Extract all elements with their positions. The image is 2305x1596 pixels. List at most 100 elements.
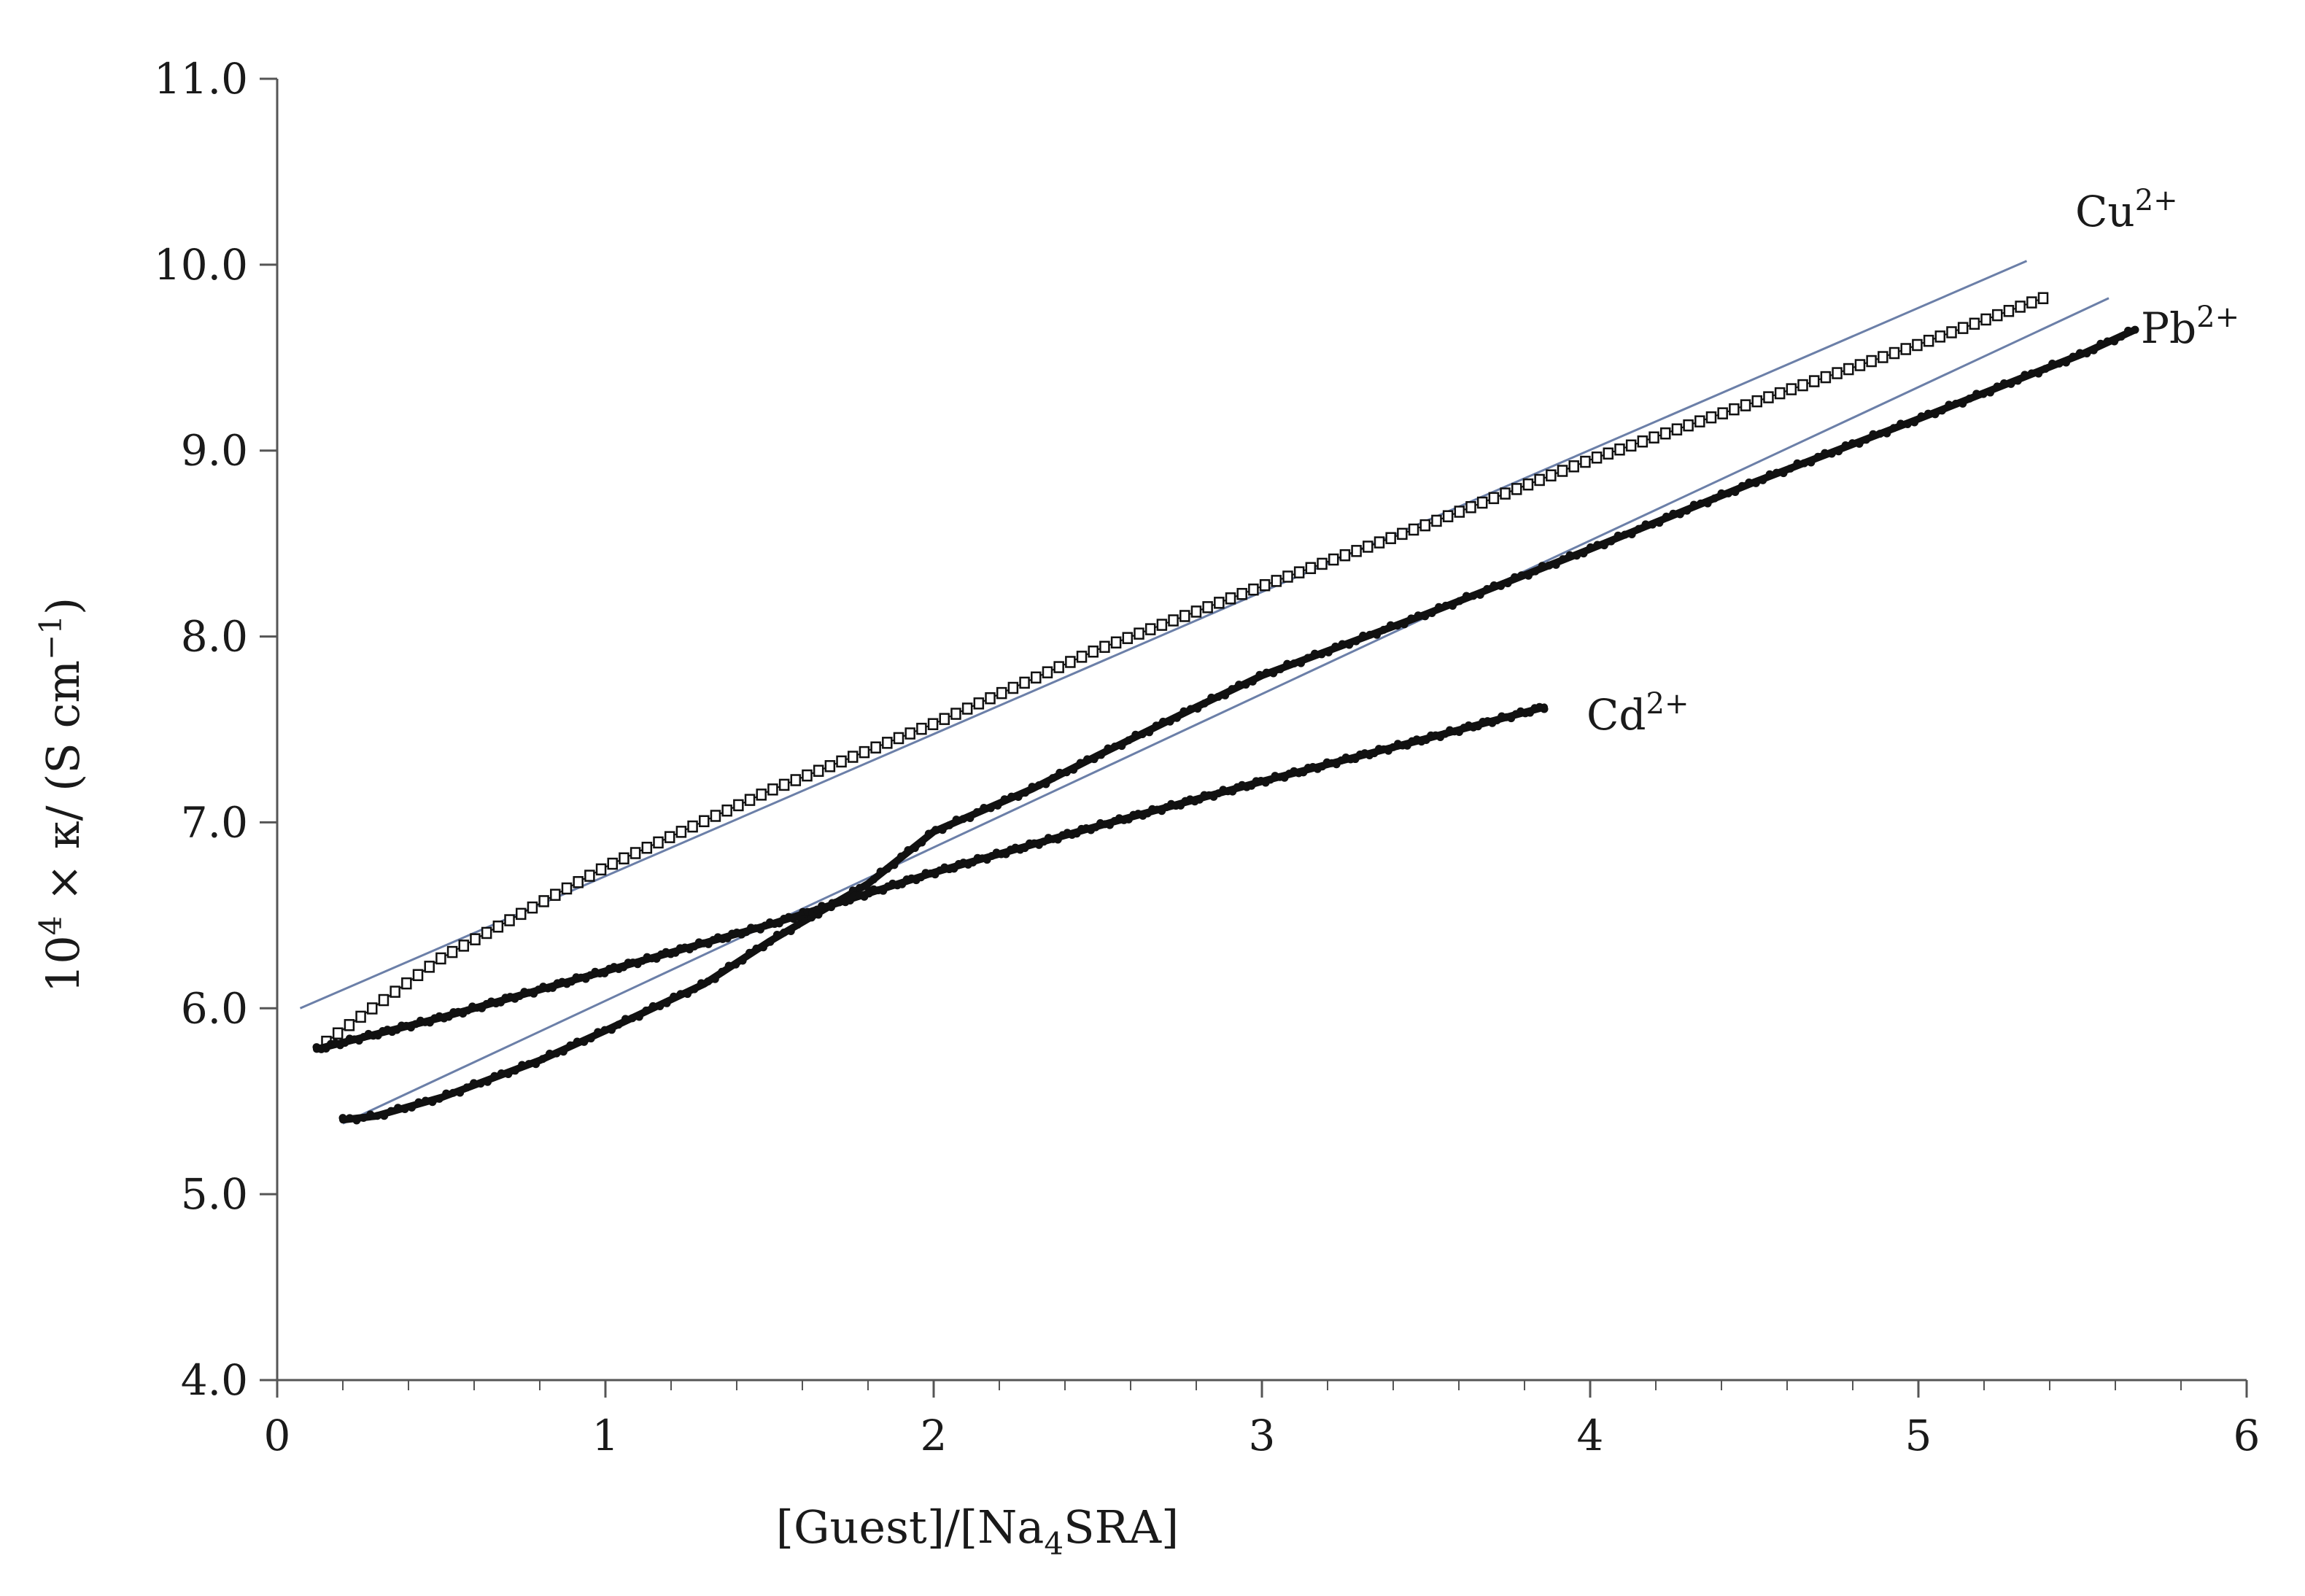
data-point bbox=[387, 1107, 395, 1115]
data-point bbox=[786, 926, 795, 935]
x-axis-title: [Guest]/[Na4SRA] bbox=[776, 1500, 1179, 1562]
data-point bbox=[756, 789, 767, 801]
data-point bbox=[1276, 665, 1285, 674]
data-point bbox=[1124, 736, 1133, 745]
data-point bbox=[1090, 755, 1099, 764]
data-point bbox=[1225, 592, 1236, 605]
data-point bbox=[869, 875, 878, 884]
data-point bbox=[378, 993, 390, 1007]
data-point bbox=[421, 1096, 430, 1105]
data-point bbox=[1373, 630, 1381, 639]
data-point bbox=[366, 1110, 375, 1119]
data-point bbox=[1179, 707, 1188, 716]
data-point bbox=[1202, 601, 1213, 613]
data-point bbox=[675, 826, 687, 838]
data-point bbox=[1917, 412, 1926, 421]
data-point bbox=[882, 737, 893, 749]
data-point bbox=[2027, 369, 2036, 378]
data-point bbox=[614, 1020, 623, 1029]
data-point bbox=[1363, 541, 1374, 553]
data-point bbox=[401, 977, 412, 990]
data-point bbox=[2021, 371, 2029, 379]
data-point bbox=[1324, 648, 1333, 656]
data-point bbox=[961, 702, 973, 715]
data-point bbox=[1627, 530, 1636, 539]
data-point bbox=[2069, 352, 2077, 361]
data-point bbox=[2062, 358, 2070, 367]
data-point bbox=[1152, 721, 1161, 730]
data-point bbox=[635, 1012, 643, 1021]
data-point bbox=[653, 836, 664, 849]
data-point bbox=[1774, 387, 1786, 400]
data-point bbox=[676, 990, 685, 999]
series-label-cd: Cd2+ bbox=[1587, 687, 1689, 740]
data-point bbox=[1717, 407, 1728, 419]
data-point bbox=[904, 727, 915, 740]
data-point bbox=[1134, 627, 1144, 640]
series-pb bbox=[338, 325, 2139, 1125]
data-point bbox=[1600, 541, 1608, 550]
data-point bbox=[1097, 751, 1105, 759]
data-point bbox=[1676, 510, 1684, 519]
data-point bbox=[1345, 640, 1354, 649]
data-point bbox=[552, 1049, 561, 1058]
data-point bbox=[1283, 659, 1292, 668]
data-point bbox=[1751, 395, 1762, 408]
data-point bbox=[790, 774, 802, 786]
data-point bbox=[607, 857, 618, 870]
data-point bbox=[1945, 400, 1953, 409]
data-point bbox=[1965, 394, 1974, 403]
data-point bbox=[718, 967, 727, 976]
data-point bbox=[1889, 424, 1898, 433]
data-point bbox=[524, 1060, 533, 1069]
data-point bbox=[1827, 449, 1836, 458]
data-point bbox=[1878, 351, 1888, 363]
data-point bbox=[813, 764, 824, 777]
data-point bbox=[1843, 363, 1854, 376]
data-point bbox=[738, 956, 747, 965]
data-point bbox=[621, 1015, 629, 1023]
data-point bbox=[1793, 459, 1802, 468]
data-point bbox=[710, 810, 721, 822]
data-point bbox=[1145, 728, 1154, 737]
data-point bbox=[2055, 359, 2064, 368]
data-point bbox=[893, 732, 904, 745]
data-point bbox=[490, 1072, 499, 1080]
y-tick-label: 7.0 bbox=[181, 797, 248, 847]
data-point bbox=[1740, 399, 1751, 411]
data-point bbox=[744, 794, 756, 806]
data-point bbox=[1034, 780, 1043, 789]
data-point bbox=[1697, 499, 1705, 508]
data-point bbox=[772, 931, 781, 940]
data-point bbox=[985, 692, 996, 705]
data-point bbox=[1441, 601, 1450, 610]
data-point bbox=[2124, 326, 2133, 335]
data-point bbox=[373, 1112, 381, 1120]
data-point bbox=[1159, 717, 1168, 726]
data-point bbox=[890, 861, 899, 869]
data-point bbox=[550, 888, 561, 901]
data-point bbox=[1282, 570, 1293, 583]
y-tick-label: 5.0 bbox=[181, 1169, 248, 1219]
data-point bbox=[352, 1116, 361, 1125]
data-point bbox=[1993, 382, 2002, 391]
data-point bbox=[1179, 610, 1190, 622]
data-point bbox=[1228, 685, 1236, 694]
data-point bbox=[1497, 581, 1506, 590]
data-point bbox=[580, 1037, 589, 1046]
data-point bbox=[1897, 419, 1905, 428]
data-point bbox=[470, 933, 481, 945]
y-tick-label: 4.0 bbox=[181, 1355, 248, 1405]
data-point bbox=[1042, 780, 1050, 789]
data-point bbox=[1808, 375, 1820, 387]
data-point bbox=[1531, 567, 1540, 576]
data-point bbox=[1565, 551, 1574, 559]
data-point bbox=[1591, 452, 1603, 464]
data-point bbox=[1338, 640, 1347, 648]
data-point bbox=[1262, 668, 1271, 677]
data-point bbox=[986, 804, 995, 813]
data-point bbox=[511, 1066, 519, 1075]
series-line bbox=[325, 297, 2044, 1043]
data-point bbox=[724, 961, 733, 970]
